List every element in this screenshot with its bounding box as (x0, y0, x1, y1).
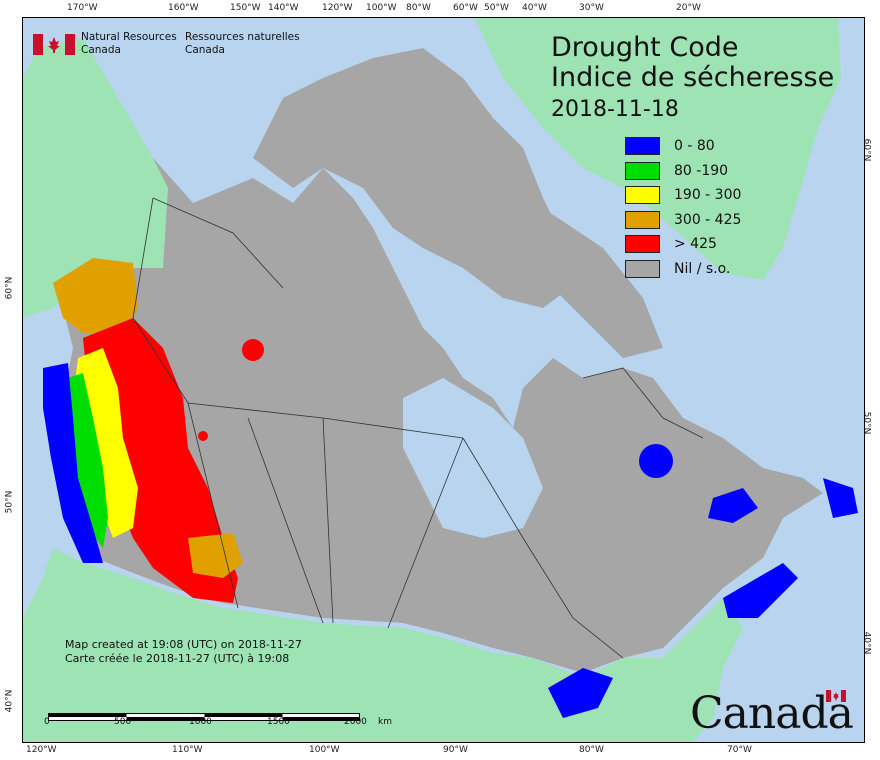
legend-label: Nil / s.o. (674, 260, 731, 277)
legend-item: 300 - 425 (625, 208, 741, 233)
credits-en: Map created at 19:08 (UTC) on 2018-11-27 (65, 638, 302, 651)
dc-red-spot-nwt (242, 339, 264, 361)
baffin-island (493, 208, 663, 358)
scale-bar-graphic (48, 713, 360, 721)
canada-flag-icon (33, 34, 75, 55)
legend-swatch (625, 210, 660, 229)
dc-blue-coast (43, 363, 103, 563)
bottom-lon-label: 70°W (727, 745, 752, 755)
map-title: Drought Code Indice de sécheresse 2018-1… (551, 33, 834, 125)
scale-bar (48, 706, 360, 725)
dc-blue-spot-quebec (639, 444, 673, 478)
agency-fr-line2: Canada (185, 43, 225, 56)
legend: 0 - 80 80 -190 190 - 300 300 - 425 > 425 Nil … (625, 134, 741, 281)
title-date: 2018-11-18 (551, 97, 679, 122)
bottom-lon-label: 90°W (443, 745, 468, 755)
scale-tick-label: 2000 (344, 717, 367, 727)
top-lon-label: 150°W (230, 3, 261, 13)
scale-tick-label: 500 (114, 717, 132, 727)
top-lon-label: 30°W (579, 3, 604, 13)
legend-swatch (625, 235, 660, 254)
left-lat-label: 40°N (4, 689, 15, 713)
credits-fr: Carte créée le 2018-11-27 (UTC) à 19:08 (65, 652, 290, 665)
top-lon-label: 20°W (676, 3, 701, 13)
legend-swatch (625, 259, 660, 278)
agency-fr-line1: Ressources naturelles (185, 31, 300, 43)
top-lon-label: 160°W (168, 3, 199, 13)
dc-blue-ontario (548, 668, 613, 718)
bottom-lon-label: 110°W (172, 745, 203, 755)
map-credits: Map created at 19:08 (UTC) on 2018-11-27… (65, 638, 302, 666)
top-lon-label: 50°W (484, 3, 509, 13)
right-lat-label: 50°N (861, 411, 872, 435)
alaska-land (23, 38, 168, 318)
dc-red-spot-ab (198, 431, 208, 441)
legend-item: 190 - 300 (625, 183, 741, 208)
right-lat-label: 60°N (861, 138, 872, 162)
dc-orange-yukon (53, 258, 138, 338)
dc-blue-newfoundland (823, 478, 858, 518)
legend-item: Nil / s.o. (625, 257, 741, 282)
wordmark-flag-icon (826, 690, 846, 702)
legend-label: 190 - 300 (674, 187, 742, 204)
agency-en-line1: Natural Resources (81, 31, 177, 43)
left-lat-label: 60°N (4, 276, 15, 300)
dc-orange-south (188, 533, 243, 578)
arctic-islands (253, 48, 583, 308)
legend-swatch (625, 186, 660, 205)
scale-tick-label: 0 (44, 717, 50, 727)
scale-tick-label: 1000 (189, 717, 212, 727)
dc-green-area (68, 373, 108, 548)
top-lon-label: 80°W (406, 3, 431, 13)
hudson-bay (403, 378, 543, 538)
legend-label: 300 - 425 (674, 211, 742, 228)
right-lat-label: 40°N (861, 631, 872, 655)
scale-tick-label: 1500 (267, 717, 290, 727)
dc-yellow-area (73, 348, 138, 538)
title-fr: Indice de sécheresse (551, 62, 835, 93)
left-lat-label: 50°N (4, 490, 15, 514)
map-canvas[interactable] (22, 17, 865, 743)
top-lon-label: 120°W (322, 3, 353, 13)
title-en: Drought Code (551, 32, 739, 63)
top-lon-label: 40°W (522, 3, 547, 13)
dc-blue-maritimes (723, 563, 798, 618)
legend-item: > 425 (625, 232, 741, 257)
bottom-lon-label: 120°W (26, 745, 57, 755)
top-lon-label: 100°W (366, 3, 397, 13)
legend-swatch (625, 161, 660, 180)
bottom-lon-label: 100°W (309, 745, 340, 755)
dc-blue-labrador (708, 488, 758, 523)
map-svg (23, 18, 858, 742)
legend-label: 0 - 80 (674, 138, 715, 155)
top-lon-label: 60°W (453, 3, 478, 13)
legend-item: 80 -190 (625, 159, 741, 184)
scale-unit: km (378, 717, 392, 727)
top-lon-label: 140°W (268, 3, 299, 13)
top-lon-label: 170°W (67, 3, 98, 13)
agency-en-line2: Canada (81, 43, 121, 56)
dc-red-area (83, 318, 238, 603)
legend-swatch (625, 137, 660, 156)
legend-label: 80 -190 (674, 162, 729, 179)
province-boundaries (132, 197, 704, 659)
bottom-lon-label: 80°W (579, 745, 604, 755)
legend-item: 0 - 80 (625, 134, 741, 159)
legend-label: > 425 (674, 236, 717, 253)
